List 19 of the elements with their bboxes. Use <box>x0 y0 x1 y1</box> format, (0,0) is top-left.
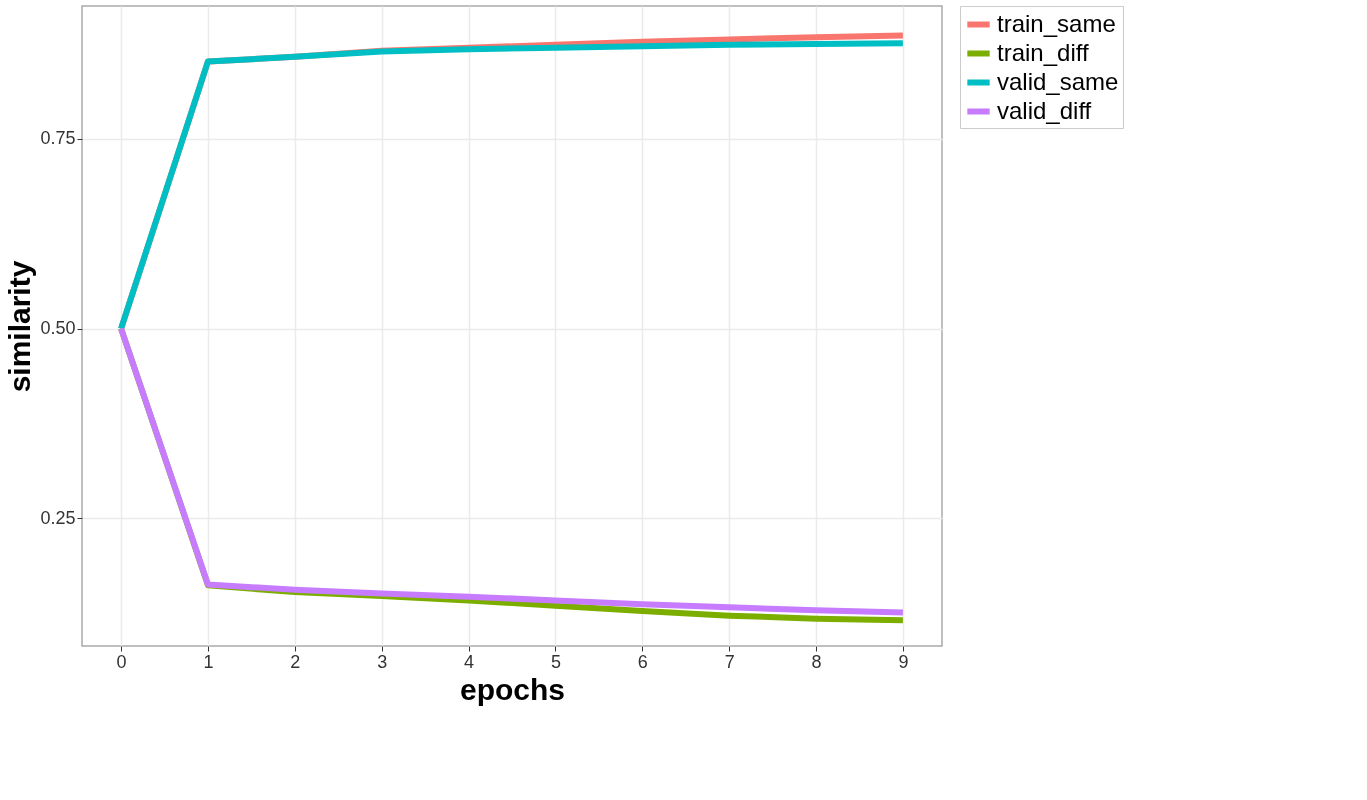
legend-label: train_diff <box>997 38 1089 66</box>
legend-label: valid_diff <box>997 96 1092 124</box>
y-tick-label: 0.25 <box>40 507 76 528</box>
x-tick-label: 7 <box>724 651 735 672</box>
x-tick-label: 3 <box>377 651 388 672</box>
y-axis-title: similarity <box>3 260 37 393</box>
x-tick-label: 8 <box>811 651 822 672</box>
y-tick-label: 0.50 <box>40 318 76 339</box>
legend-label: train_same <box>997 9 1116 37</box>
x-axis-title: epochs <box>459 672 566 706</box>
legend-label: valid_same <box>997 67 1119 95</box>
x-tick-label: 6 <box>637 651 648 672</box>
y-tick-label: 0.75 <box>40 128 76 149</box>
x-tick-label: 9 <box>898 651 909 672</box>
x-tick-label: 1 <box>203 651 214 672</box>
x-tick-label: 5 <box>550 651 561 672</box>
x-tick-label: 4 <box>464 651 475 672</box>
x-tick-label: 2 <box>290 651 301 672</box>
x-tick-label: 0 <box>116 651 127 672</box>
